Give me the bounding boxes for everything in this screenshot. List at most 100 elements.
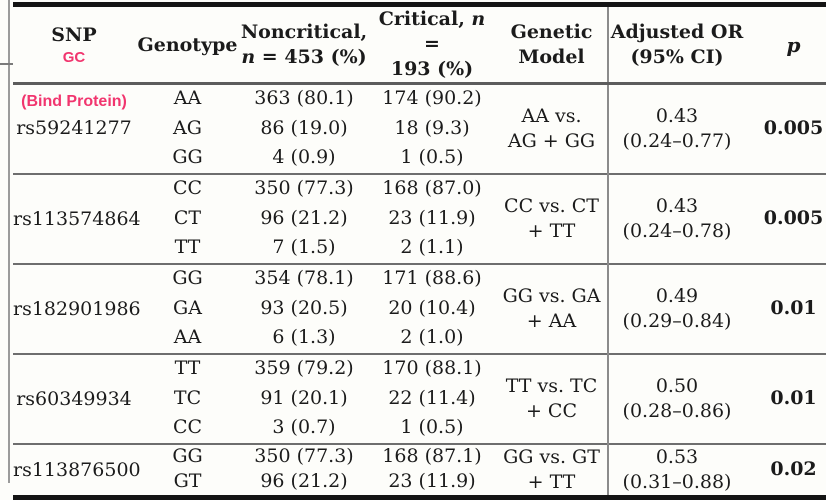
table-header: SNP GC Genotype Noncritical, n = 453 (%)… [13, 4, 826, 84]
genetic-model-cell: TT vs. TC + CC [496, 354, 608, 444]
or-value: 0.49 [655, 284, 699, 307]
noncritical-cell: 86 (19.0) [260, 116, 348, 139]
snp-cell: rs113876500 [13, 444, 141, 498]
snp-group-rs182901986: rs182901986 GG 354 (78.1) 171 (88.6) GG … [13, 263, 826, 354]
or-value: 0.50 [655, 374, 699, 397]
header-or-line2: (95% CI) [630, 45, 724, 68]
genotype-cell: CC [172, 177, 203, 200]
snp-id: rs113574864 [13, 207, 141, 230]
header-critical: Critical, n = 193 (%) [368, 5, 496, 84]
snp-cell: rs182901986 [13, 264, 141, 354]
italic-n: n [471, 8, 486, 30]
or-ci: (0.31–0.88) [622, 470, 732, 493]
noncritical-cell: 359 (79.2) [254, 357, 354, 380]
model-line1: GG vs. GA [502, 284, 601, 307]
noncritical-cell: 363 (80.1) [254, 87, 354, 110]
critical-cell: 168 (87.0) [382, 177, 482, 200]
noncritical-cell: 93 (20.5) [260, 296, 348, 319]
header-noncritical-line2: n = 453 (%) [240, 45, 368, 70]
model-line2: + TT [527, 470, 576, 493]
or-ci: (0.28–0.86) [622, 399, 732, 422]
header-rule-stub [0, 63, 13, 65]
gene-name-annotation: GC [62, 49, 86, 66]
model-line1: GG vs. GT [503, 445, 600, 468]
critical-cell: 23 (11.9) [388, 470, 476, 493]
snp-cell: (Bind Protein) rs59241277 [13, 84, 135, 174]
p-value-cell: 0.005 [763, 206, 824, 229]
left-vertical-rule [8, 0, 10, 483]
snp-cell: rs113574864 [13, 174, 141, 264]
table-row: rs182901986 GG 354 (78.1) 171 (88.6) GG … [13, 263, 826, 354]
table-row: CC 3 (0.7) 1 (0.5) [13, 414, 826, 444]
critical-cell: 171 (88.6) [382, 267, 482, 290]
or-value: 0.43 [655, 194, 699, 217]
critical-cell: 2 (1.0) [400, 326, 464, 349]
p-value-cell: 0.01 [770, 386, 817, 409]
critical-cell: 174 (90.2) [382, 87, 482, 110]
critical-cell: 18 (9.3) [394, 116, 470, 139]
genotype-cell: TC [173, 386, 202, 409]
model-line1: TT vs. TC [505, 374, 598, 397]
table-row: TC 91 (20.1) 22 (11.4) [13, 384, 826, 414]
table-row: AA 6 (1.3) 2 (1.0) [13, 324, 826, 354]
critical-cell: 20 (10.4) [388, 296, 476, 319]
noncritical-cell: 6 (1.3) [272, 326, 336, 349]
adjusted-or-cell: 0.53 (0.31–0.88) [607, 443, 745, 497]
snp-group-rs59241277: (Bind Protein) rs59241277 AA 363 (80.1) … [13, 83, 826, 174]
header-row: SNP GC Genotype Noncritical, n = 453 (%)… [13, 4, 826, 84]
genetic-model-cell: GG vs. GA + AA [496, 264, 608, 354]
critical-cell: 23 (11.9) [388, 206, 476, 229]
header-critical-line1: Critical, n = [368, 7, 496, 57]
genotype-cell: GG [172, 146, 203, 169]
noncritical-cell: 350 (77.3) [254, 177, 354, 200]
p-value-cell: 0.005 [763, 116, 824, 139]
critical-cell: 1 (0.5) [400, 416, 464, 439]
snp-association-table: SNP GC Genotype Noncritical, n = 453 (%)… [13, 2, 826, 500]
genotype-cell: GG [172, 267, 203, 290]
bind-protein-annotation: (Bind Protein) [21, 93, 127, 110]
critical-label: Critical, [378, 8, 472, 30]
noncritical-cell: 350 (77.3) [254, 445, 354, 468]
or-value: 0.53 [655, 445, 699, 468]
header-snp-label: SNP [51, 24, 97, 46]
adjusted-or-cell: 0.43 (0.24–0.78) [607, 173, 745, 264]
header-or-line1: Adjusted OR [610, 20, 744, 43]
header-snp: SNP GC [13, 5, 135, 84]
critical-cell: 1 (0.5) [400, 146, 464, 169]
snp-id: rs182901986 [13, 297, 141, 320]
genetic-model-cell: AA vs. AG + GG [496, 84, 608, 174]
header-genetic-line2: Model [518, 45, 585, 68]
model-line1: CC vs. CT [504, 194, 599, 217]
noncritical-cell: 3 (0.7) [272, 416, 336, 439]
header-genetic-line1: Genetic [510, 20, 593, 43]
genotype-cell: AA [173, 87, 202, 110]
genotype-cell: AG [173, 116, 202, 139]
or-ci: (0.24–0.78) [622, 219, 732, 242]
genotype-cell: CC [172, 416, 203, 439]
noncritical-cell: 96 (21.2) [260, 470, 348, 493]
snp-id: rs113876500 [13, 458, 141, 481]
table-row: (Bind Protein) rs59241277 AA 363 (80.1) … [13, 83, 826, 174]
critical-cell: 2 (1.1) [400, 236, 464, 259]
table-row: rs113574864 CC 350 (77.3) 168 (87.0) CC … [13, 173, 826, 264]
equals-sign: = [424, 33, 440, 55]
or-value: 0.43 [655, 104, 699, 127]
table-row: CT 96 (21.2) 23 (11.9) [13, 204, 826, 234]
adjusted-or-cell: 0.50 (0.28–0.86) [607, 353, 745, 444]
table-row: rs113876500 GG 350 (77.3) 168 (87.1) GG … [13, 443, 826, 497]
adjusted-or-cell: 0.43 (0.24–0.77) [607, 83, 745, 174]
model-line1: AA vs. [521, 104, 582, 127]
critical-cell: 22 (11.4) [388, 386, 476, 409]
genotype-cell: GT [173, 470, 202, 493]
noncritical-count: = 453 (%) [255, 45, 367, 68]
genotype-cell: TT [174, 236, 201, 259]
noncritical-cell: 91 (20.1) [260, 386, 348, 409]
header-noncritical: Noncritical, n = 453 (%) [240, 5, 368, 84]
italic-n: n [241, 45, 256, 68]
genotype-cell: TT [174, 357, 201, 380]
model-line2: + AA [526, 309, 577, 332]
genetic-model-cell: CC vs. CT + TT [496, 174, 608, 264]
model-line2: AG + GG [507, 129, 596, 152]
snp-cell: rs60349934 [13, 354, 135, 444]
model-line2: + TT [527, 219, 576, 242]
